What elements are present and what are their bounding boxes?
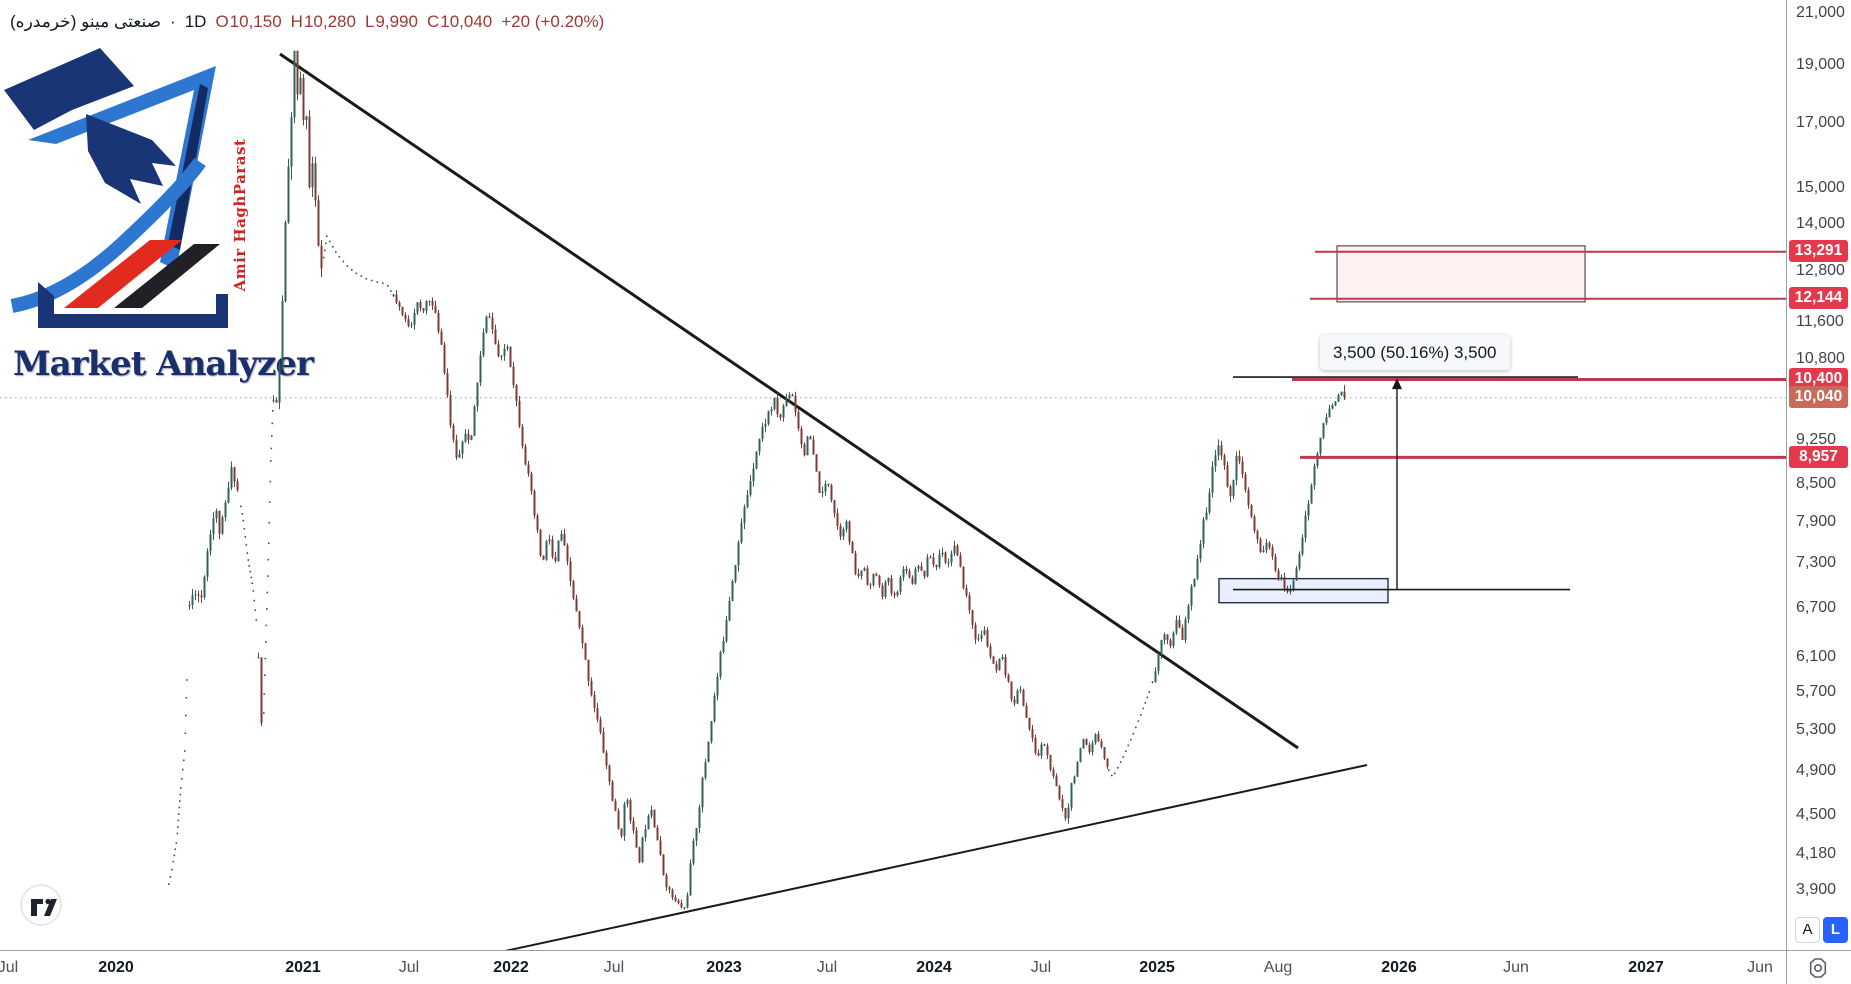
y-axis-tick-label: 15,000 (1796, 179, 1845, 197)
price-level-badge: 10,400 (1789, 368, 1848, 391)
y-axis-tick-label: 6,700 (1796, 599, 1837, 617)
logo-base-icon (38, 282, 228, 328)
x-axis-tick-label: Aug (1263, 959, 1293, 976)
price-level-badge: 13,291 (1789, 240, 1848, 263)
y-axis-tick-label: 4,900 (1796, 762, 1837, 780)
symbol-legend[interactable]: صنعتی مینو (خرمدره) · 1D O 10,150 H 10,280… (10, 10, 604, 34)
y-axis-tick-label: 8,500 (1796, 475, 1837, 493)
plot-area[interactable] (0, 50, 1786, 951)
y-axis-tick-label: 4,500 (1796, 806, 1837, 824)
y-axis-tick-label: 11,600 (1796, 313, 1844, 331)
price-scale[interactable]: 21,000 19,000 17,000 15,000 14,000 12,800 11,6… (1786, 0, 1851, 950)
y-axis-tick-label: 17,000 (1796, 114, 1845, 132)
x-axis-tick-label: Jul (603, 959, 625, 976)
y-axis-tick-label: 7,300 (1796, 554, 1837, 572)
measure-tool-label[interactable]: 3,500 (50.16%) 3,500 (1320, 335, 1510, 370)
market-analyzer-logo (4, 48, 228, 328)
x-axis-tick-label: Jul (1030, 959, 1052, 976)
logo-triangle-icon (28, 66, 216, 270)
y-axis-tick-label: 4,180 (1796, 844, 1837, 862)
symbol-name[interactable]: صنعتی مینو (خرمدره) (10, 12, 162, 31)
price-level-badge: 12,144 (1789, 287, 1848, 310)
x-axis-tick-label: 2025 (1139, 959, 1175, 976)
measure-arrow-head-icon (1392, 378, 1402, 390)
auto-scale-button[interactable]: A (1795, 917, 1820, 943)
x-axis-tick-label: 2020 (98, 959, 134, 976)
watermark-brand-text: Market Analyzer (13, 344, 314, 384)
y-axis-tick-label: 19,000 (1796, 56, 1845, 74)
open-value: O 10,150 (215, 12, 282, 31)
x-axis-tick-label: 2021 (285, 959, 321, 976)
low-value: L 9,990 (364, 12, 418, 31)
time-scale[interactable]: Jul 2020 2021 Jul 2022 Jul 2023 Jul 2024 Jul 2025 A… (0, 950, 1851, 984)
timeframe-label[interactable]: 1D (184, 12, 207, 31)
y-axis-tick-label: 12,800 (1796, 261, 1845, 279)
log-scale-button[interactable]: L (1823, 917, 1848, 943)
tradingview-logo-icon[interactable] (20, 884, 62, 926)
y-axis-tick-label: 5,300 (1796, 721, 1837, 739)
supply-zone-box[interactable] (1336, 245, 1586, 303)
price-level-badge: 8,957 (1789, 445, 1848, 468)
x-axis-tick-label: Jul (816, 959, 838, 976)
logo-red-stripe-icon (64, 240, 182, 308)
x-axis-tick-label: Jul (0, 959, 19, 976)
change-value: +20 (+0.20%) (501, 12, 605, 31)
x-axis-tick-label: 2024 (916, 959, 952, 976)
x-axis-tick-label: Jun (1503, 959, 1529, 976)
y-axis-tick-label: 3,900 (1796, 881, 1837, 898)
last-price-badge: 10,040 (1789, 386, 1848, 409)
high-value: H 10,280 (290, 12, 356, 31)
timescale-settings-gear-icon[interactable] (1806, 956, 1830, 980)
trendline-ascending[interactable] (504, 764, 1368, 951)
x-axis-tick-label: Jun (1747, 959, 1773, 976)
legend-separator: · (170, 12, 176, 31)
x-axis-tick-label: 2022 (493, 959, 529, 976)
y-axis-tick-label: 6,100 (1796, 647, 1837, 665)
y-axis-tick-label: 7,900 (1796, 513, 1837, 531)
x-axis-tick-label: 2023 (706, 959, 742, 976)
x-axis-tick-label: 2027 (1628, 959, 1664, 976)
logo-black-stripe-icon (114, 244, 220, 308)
y-axis-tick-label: 5,700 (1796, 683, 1837, 701)
y-axis-tick-label: 21,000 (1796, 4, 1845, 21)
x-axis-tick-label: 2026 (1381, 959, 1417, 976)
candlestick-series (188, 50, 1346, 910)
x-axis-tick-label: Jul (398, 959, 420, 976)
close-value: C 10,040 (426, 12, 493, 31)
y-axis-tick-label: 14,000 (1796, 215, 1845, 233)
axis-corner-separator (1786, 951, 1787, 984)
halt-dotted-segments (168, 235, 1151, 885)
demand-zone-box[interactable] (1218, 577, 1389, 604)
y-axis-tick-label: 9,250 (1796, 431, 1837, 449)
logo-wing-icon (4, 48, 134, 130)
logo-eagle-head-icon (86, 114, 176, 204)
y-axis-tick-label: 10,800 (1796, 350, 1845, 368)
